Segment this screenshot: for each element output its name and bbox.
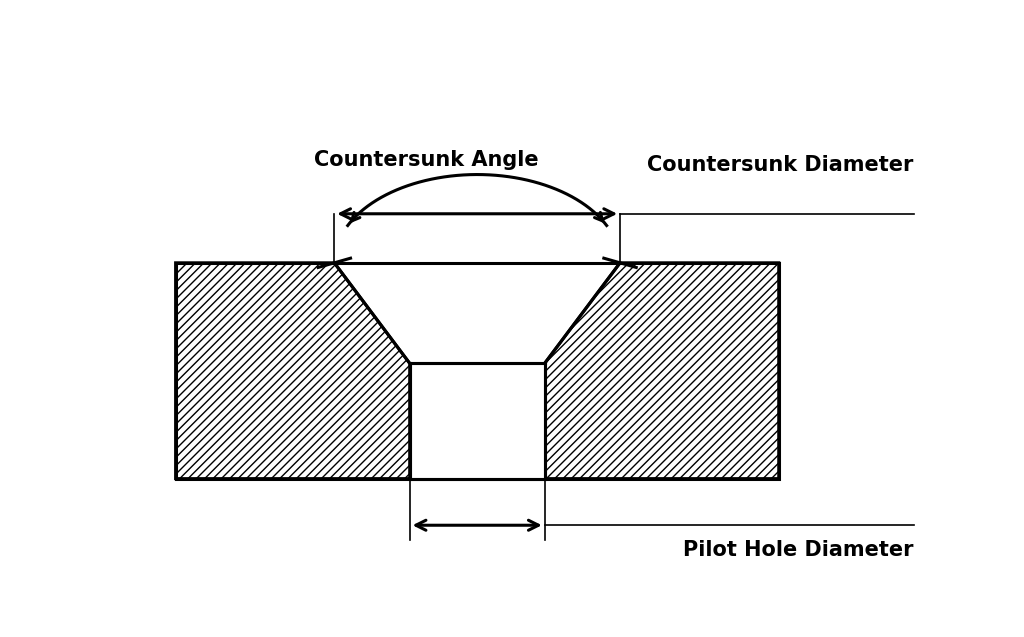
Polygon shape bbox=[176, 263, 410, 478]
Text: Countersunk Diameter: Countersunk Diameter bbox=[647, 155, 913, 175]
Polygon shape bbox=[545, 263, 778, 478]
Text: Countersunk Angle: Countersunk Angle bbox=[314, 150, 539, 170]
Text: Pilot Hole Diameter: Pilot Hole Diameter bbox=[683, 540, 913, 560]
Polygon shape bbox=[410, 363, 545, 478]
